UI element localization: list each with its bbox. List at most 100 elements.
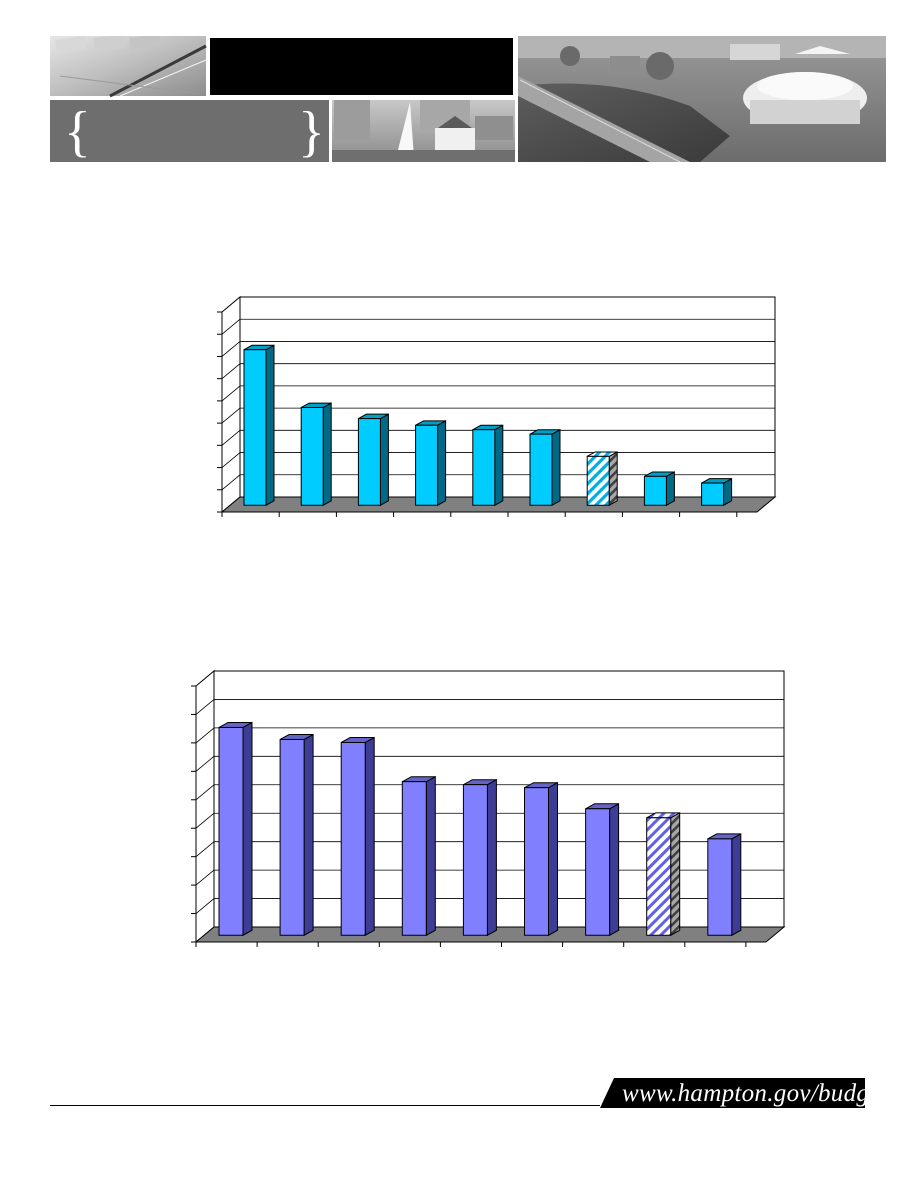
c2-gridline-side <box>195 841 215 857</box>
c2-bar <box>340 736 375 937</box>
c2-bar <box>524 781 558 937</box>
c1-gridline-side <box>221 430 241 446</box>
c2-bar-top <box>340 737 375 743</box>
c2-gridline-side <box>195 699 215 715</box>
c1-gridline-side <box>221 407 241 424</box>
c1-bar-side <box>437 420 447 507</box>
logo-brace-block <box>50 100 329 162</box>
footer-rule <box>50 1105 600 1106</box>
c1-gridline-side <box>221 363 241 379</box>
c1-bar-front <box>701 482 725 506</box>
c1-bar <box>357 413 389 507</box>
c2-bar-side <box>425 775 436 937</box>
c1-bar <box>300 402 332 507</box>
c1-bar-top <box>586 451 618 457</box>
c2-gridline-side <box>195 784 215 801</box>
c2-bar-top <box>463 779 497 786</box>
footer-url-link[interactable]: www.hampton.gov/budget <box>622 1080 888 1107</box>
c1-bar-front <box>472 429 496 506</box>
c2-bar-front <box>524 787 549 936</box>
c2-bar <box>218 721 253 937</box>
c2-floor <box>194 926 786 943</box>
c2-bar-side <box>303 733 314 937</box>
c2-bar-front <box>218 726 244 936</box>
c2-gridline-side <box>195 812 215 829</box>
c2-bar-front <box>707 838 733 936</box>
c2-gridline-side <box>195 898 215 914</box>
footer-url-banner: www.hampton.gov/budget <box>600 1078 888 1108</box>
c1-bar-front <box>586 455 610 506</box>
c1-bar <box>586 451 618 507</box>
c1-bar-side <box>322 402 332 507</box>
title-block <box>210 38 513 95</box>
coliseum-photo <box>518 36 886 162</box>
c2-bar <box>279 733 314 937</box>
c1-bar <box>472 424 504 507</box>
c1-bar-side <box>265 344 275 507</box>
c1-bar-top <box>529 429 561 435</box>
harbor-photo <box>332 100 515 162</box>
chart-1-frame <box>217 295 777 517</box>
c1-bar-side <box>723 477 733 507</box>
c2-bar-front <box>401 781 427 936</box>
c2-bar-side <box>609 802 620 937</box>
c1-bar <box>643 471 675 507</box>
logo-left-brace: { <box>64 101 91 162</box>
calculator-photo <box>50 36 207 98</box>
c2-bar-side <box>670 811 681 937</box>
c1-gridline-side <box>221 385 241 402</box>
c2-bar-top <box>402 776 436 783</box>
c1-bar <box>243 344 275 507</box>
chart-2-frame <box>191 669 786 947</box>
c2-bar <box>401 775 436 937</box>
c1-bar-side <box>608 451 618 507</box>
c1-side-wall <box>221 295 241 514</box>
c2-bar-side <box>364 736 375 937</box>
c1-bar <box>701 477 733 507</box>
c2-bar <box>646 811 681 937</box>
c2-bar <box>585 802 620 937</box>
c1-bar-front <box>357 418 381 506</box>
c1-floor <box>220 496 777 513</box>
c2-bar-top <box>585 803 619 810</box>
c2-bar-top <box>218 721 253 728</box>
c2-bar-top <box>707 833 742 840</box>
header-banner: { } <box>50 36 886 162</box>
logo-right-brace: } <box>298 101 325 162</box>
c1-bar-top <box>358 413 389 420</box>
c1-gridline-side <box>221 474 241 491</box>
c2-bar-side <box>548 781 558 937</box>
c2-gridline-side <box>195 869 215 886</box>
c1-gridline-side <box>221 318 241 335</box>
c1-bar-side <box>379 413 389 507</box>
c1-bar-front <box>300 406 324 506</box>
c2-bar-front <box>340 741 366 936</box>
c2-bar-side <box>486 778 497 937</box>
chart-2-bars <box>218 721 742 937</box>
c2-back-wall <box>213 670 785 928</box>
c2-bar-side <box>242 721 253 937</box>
c2-gridline-side <box>195 727 215 744</box>
c2-bar-side <box>731 833 742 937</box>
c2-gridline-side <box>195 756 215 772</box>
c1-bar-side <box>551 428 561 507</box>
chart-1-bars <box>243 344 733 507</box>
c1-bar-front <box>529 433 553 506</box>
c1-bar-top <box>300 402 332 408</box>
c1-gridline-side <box>221 452 241 468</box>
c1-bar-side <box>665 471 675 507</box>
c2-side-wall <box>195 669 215 944</box>
c1-bar-front <box>643 475 667 506</box>
c1-back-wall <box>239 296 776 498</box>
c2-bar-top <box>524 782 558 789</box>
c1-bar <box>529 428 561 507</box>
c2-bar-front <box>646 817 672 936</box>
c1-bar-side <box>494 424 504 507</box>
c1-gridline-side <box>221 341 241 357</box>
c2-bar-top <box>646 812 680 819</box>
c1-bar <box>415 420 447 507</box>
c2-bar-front <box>279 738 305 936</box>
c1-bar-top <box>701 478 732 484</box>
c1-bar-top <box>243 344 275 351</box>
